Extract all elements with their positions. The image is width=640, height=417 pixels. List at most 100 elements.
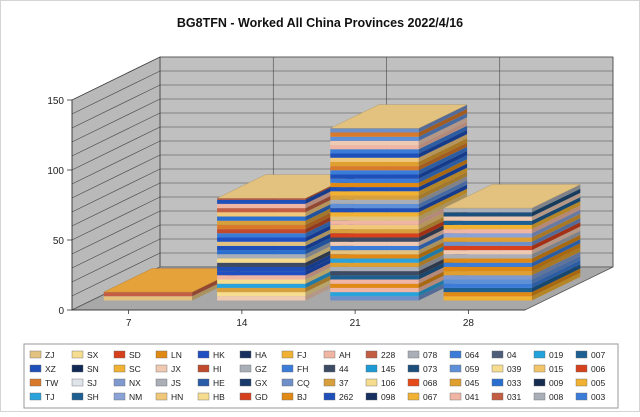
legend-label: NM [129, 392, 142, 402]
legend-label: 44 [339, 364, 349, 374]
bar-segment-side [418, 192, 468, 221]
bar-segment-front [443, 250, 532, 255]
bar-segment-front [330, 245, 419, 251]
bar-segment-side [418, 176, 468, 204]
legend-swatch [575, 364, 588, 373]
bar-segment-front [443, 296, 532, 301]
bar-segment-front [217, 208, 306, 213]
legend-label: SC [129, 364, 141, 374]
legend-swatch [239, 350, 252, 359]
legend-swatch [197, 350, 210, 359]
bar-segment-front [443, 224, 532, 230]
bar-segment-front [217, 224, 306, 230]
bar-segment-side [531, 260, 581, 288]
bar-segment-front [330, 224, 419, 230]
legend-swatch [491, 350, 504, 359]
legend-swatch [155, 392, 168, 401]
bars [103, 104, 581, 301]
legend-item: 041 [449, 392, 479, 402]
bar-segment-front [330, 166, 419, 171]
legend-item: 019 [533, 350, 563, 360]
bar-top [443, 184, 581, 209]
legend-item: 031 [491, 392, 521, 402]
y-tick-label: 0 [58, 306, 64, 317]
legend-label: 007 [591, 350, 605, 360]
bar-segment-side [418, 188, 468, 217]
bar-segment-side [418, 134, 468, 162]
legend-label: 003 [591, 392, 605, 402]
bar-segment-front [330, 262, 419, 267]
legend-item: NM [113, 392, 142, 402]
legend-swatch [197, 364, 210, 373]
legend-label: 068 [423, 378, 437, 388]
bar-segment-front [330, 292, 419, 297]
legend-item: 059 [449, 364, 479, 374]
legend-label: HN [171, 392, 183, 402]
bar-segment-front [330, 220, 419, 225]
legend-item: SX [71, 350, 99, 360]
gridlines [71, 56, 614, 297]
bar-segment-side [418, 180, 468, 209]
bar-segment-side [418, 121, 468, 150]
bar-segment-front [217, 203, 306, 209]
bar-segment-front [330, 250, 419, 255]
legend-swatch [281, 364, 294, 373]
bar-segment-front [443, 262, 532, 267]
legend-swatch [71, 350, 84, 359]
bar-segment-front [330, 271, 419, 276]
bar-segment-front [330, 161, 419, 167]
bar-segment-front [330, 212, 419, 217]
bar-segment-side [531, 272, 581, 301]
bar-segment-side [531, 218, 581, 246]
legend-label: 106 [381, 378, 395, 388]
legend-item: 008 [533, 392, 563, 402]
legend-label: HE [213, 378, 225, 388]
bar-segment-side [531, 255, 581, 284]
legend-item: 106 [365, 378, 395, 388]
legend-item: 073 [407, 364, 437, 374]
bar-segment-side [531, 230, 581, 259]
legend-swatch [323, 350, 336, 359]
bar-segment-front [443, 216, 532, 221]
bar-28 [443, 184, 581, 301]
bar-segment-front [330, 195, 419, 200]
bar-segment-side [418, 142, 468, 171]
legend-swatch [365, 392, 378, 401]
legend-item: 068 [407, 378, 437, 388]
legend-swatch [533, 378, 546, 387]
bar-segment-front [330, 258, 419, 263]
bar-segment-front [217, 262, 306, 267]
legend-label: TJ [45, 392, 54, 402]
legend-item: GX [239, 378, 268, 388]
bar-segment-front [330, 153, 419, 158]
legend-item: 006 [575, 364, 605, 374]
legend-label: 006 [591, 364, 605, 374]
bar-segment-front [330, 287, 419, 293]
legend-swatch [491, 364, 504, 373]
bar-segment-side [531, 239, 581, 267]
bar-segment-side [418, 171, 468, 200]
legend-swatch [407, 350, 420, 359]
x-tick-label: 21 [350, 318, 362, 329]
legend-item: 039 [491, 364, 521, 374]
legend-swatch [575, 378, 588, 387]
bar-segment-side [531, 184, 581, 213]
legend-label: TW [45, 378, 58, 388]
legend-label: 078 [423, 350, 437, 360]
legend-swatch [533, 392, 546, 401]
legend-label: 059 [465, 364, 479, 374]
bar-segment-side [531, 268, 581, 297]
legend-swatch [113, 392, 126, 401]
legend-label: LN [171, 350, 182, 360]
bar-segment-side [531, 234, 581, 263]
legend-item: 04 [491, 350, 517, 360]
bar-segment-front [330, 216, 419, 221]
bar-segment-front [330, 229, 419, 234]
legend-item: 064 [449, 350, 479, 360]
bar-segment-front [330, 296, 419, 301]
legend-swatch [575, 392, 588, 401]
legend-label: FJ [297, 350, 306, 360]
bar-segment-front [330, 241, 419, 246]
legend-box [23, 343, 619, 409]
